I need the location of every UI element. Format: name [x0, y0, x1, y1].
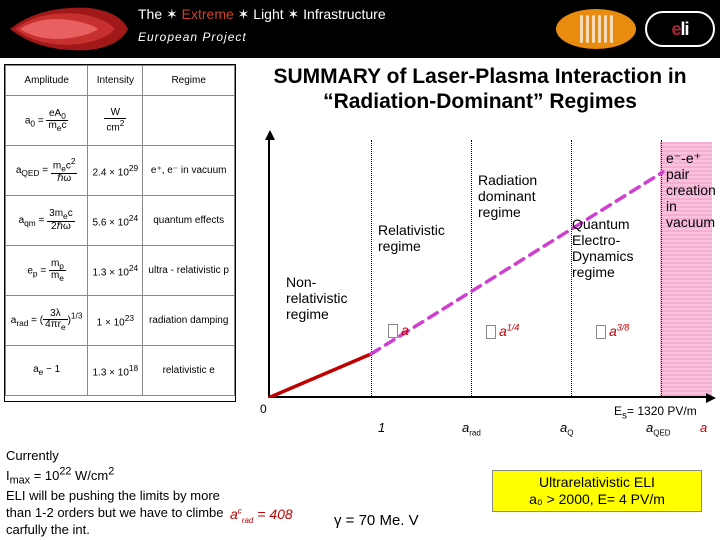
currently-text: CurrentlyImax = 1022 W/cm2ELI will be pu…	[6, 448, 224, 539]
ultrarelativistic-box: Ultrarelativistic ELI a₀ > 2000, E= 4 PV…	[492, 470, 702, 512]
summary-title: SUMMARY of Laser-Plasma Interaction in “…	[240, 64, 720, 114]
x-tick-aq: aQ	[560, 420, 573, 438]
header-burst-graphic	[0, 0, 120, 58]
yellow-line1: Ultrarelativistic ELI	[496, 474, 698, 491]
regime-chart: 0 Non-relativistic regime Relativistic r…	[246, 124, 714, 414]
header-title: The ✶ Extreme ✶ Light ✶ Infrastructure	[138, 6, 386, 23]
a-label-3: a3/8	[596, 322, 629, 339]
eli-logo: eli	[640, 6, 720, 52]
label-relativistic: Relativistic regime	[378, 222, 468, 254]
yellow-line2: a₀ > 2000, E= 4 PV/m	[496, 491, 698, 508]
label-nonrelativistic: Non-relativistic regime	[286, 274, 376, 322]
arad-equation: acrad = 408	[230, 506, 293, 525]
header-subtitle: European Project	[138, 30, 247, 44]
x-axis-label: a	[700, 420, 707, 435]
a-label-2: a1/4	[486, 322, 519, 339]
label-pair-creation: e⁻-e⁺ pair creation in vacuum	[666, 150, 720, 230]
regime-table: AmplitudeIntensityRegime a0 = eA0mecWcm2…	[4, 64, 236, 402]
x-tick-arad: arad	[462, 420, 481, 438]
header-right: eli	[556, 0, 720, 58]
gamma-equation: γ = 70 Me. V	[334, 512, 419, 529]
logo-text: li	[681, 19, 689, 40]
es-label: Es= 1320 PV/m	[614, 404, 697, 421]
label-quantum: Quantum Electro-Dynamics regime	[572, 216, 660, 280]
origin-label: 0	[260, 402, 267, 416]
main-content: SUMMARY of Laser-Plasma Interaction in “…	[0, 58, 720, 540]
a-label-1: a	[388, 322, 409, 338]
label-radiation-dominant: Radiation dominant regime	[478, 172, 568, 220]
header-oval-graphic	[556, 9, 636, 49]
x-tick-1: 1	[378, 420, 385, 435]
x-tick-aqed: aQED	[646, 420, 671, 438]
header-banner: The ✶ Extreme ✶ Light ✶ Infrastructure E…	[0, 0, 720, 58]
